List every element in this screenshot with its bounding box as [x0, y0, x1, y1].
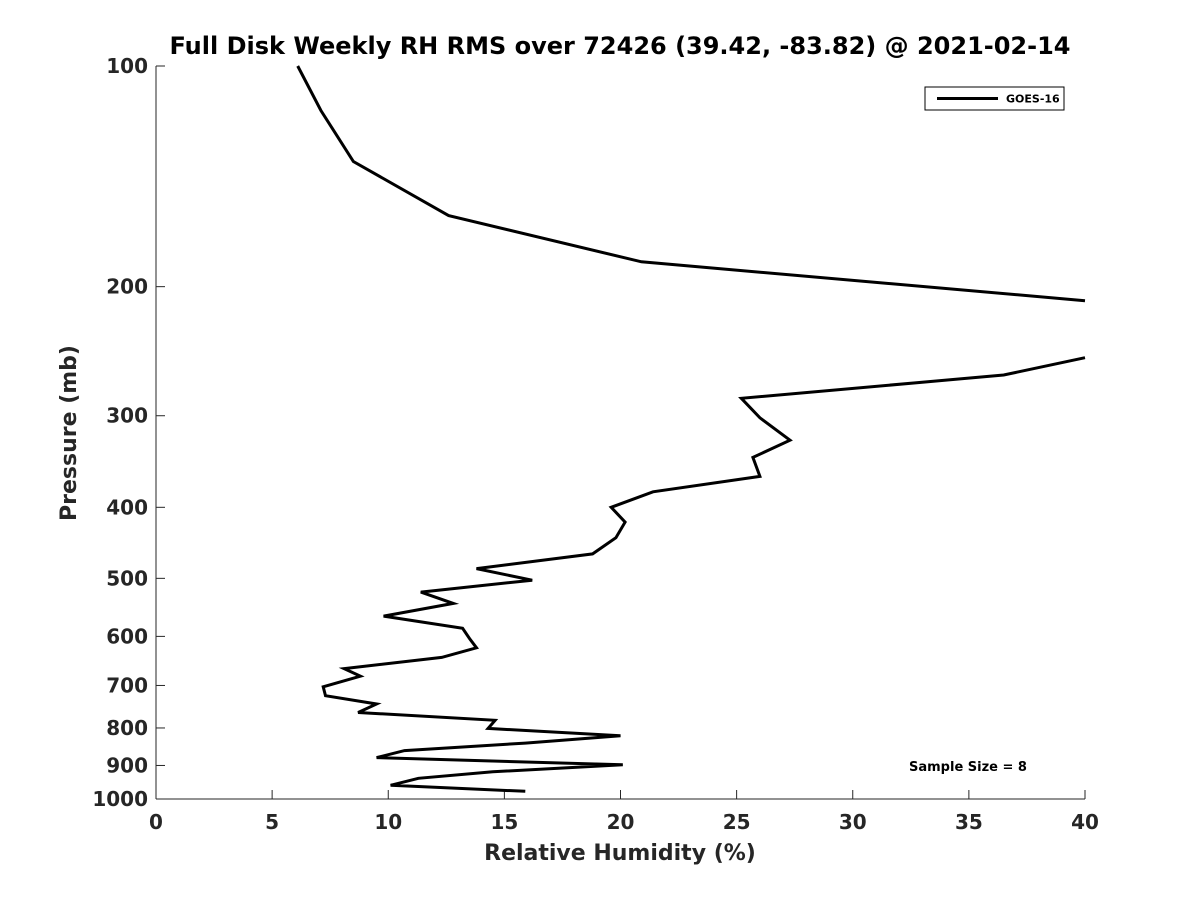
y-axis: 100 200 300 400 500 600 700 800 900 1000 — [92, 54, 165, 811]
x-tick-label: 10 — [374, 810, 402, 834]
plot-area — [155, 66, 1085, 800]
x-tick-label: 35 — [955, 810, 983, 834]
x-axis: 0 5 10 15 20 25 30 35 40 — [149, 790, 1099, 834]
legend: GOES-16 — [924, 86, 1065, 111]
y-tick-label: 500 — [106, 566, 148, 590]
y-tick-label: 300 — [106, 404, 148, 428]
x-tick-label: 15 — [490, 810, 518, 834]
x-axis-label: Relative Humidity (%) — [484, 841, 756, 866]
x-tick-label: 40 — [1071, 810, 1099, 834]
chart-title: Full Disk Weekly RH RMS over 72426 (39.4… — [169, 32, 1070, 60]
series-line-goes16 — [296, 65, 1086, 303]
x-tick-label: 25 — [723, 810, 751, 834]
y-tick-label: 600 — [106, 624, 148, 648]
series-line-goes16 — [321, 356, 1086, 793]
y-tick-label: 100 — [106, 54, 148, 78]
y-tick-label: 800 — [106, 716, 148, 740]
x-tick-label: 5 — [265, 810, 279, 834]
series-layer — [296, 65, 1086, 793]
x-tick-label: 0 — [149, 810, 163, 834]
y-tick-label: 1000 — [92, 787, 148, 811]
y-axis-label: Pressure (mb) — [57, 345, 82, 521]
y-tick-label: 400 — [106, 495, 148, 519]
x-tick-label: 20 — [607, 810, 635, 834]
y-tick-label: 900 — [106, 753, 148, 777]
y-tick-label: 200 — [106, 275, 148, 299]
x-tick-label: 30 — [839, 810, 867, 834]
legend-label-goes16: GOES-16 — [1006, 93, 1060, 106]
sample-size-annotation: Sample Size = 8 — [909, 760, 1027, 775]
y-tick-label: 700 — [106, 673, 148, 697]
